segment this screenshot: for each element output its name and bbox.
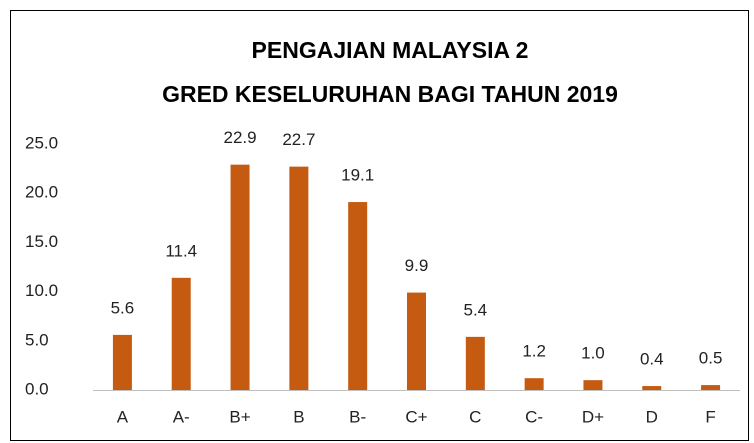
bar	[642, 386, 662, 390]
x-tick-label: A-	[173, 407, 190, 426]
x-tick-label: D	[646, 407, 658, 426]
x-tick-label: B-	[349, 407, 366, 426]
value-label: 0.5	[699, 349, 723, 368]
value-label: 22.9	[223, 128, 256, 147]
value-label: 0.4	[640, 350, 664, 369]
y-tick-label: 10.0	[25, 281, 58, 300]
y-tick-label: 15.0	[25, 232, 58, 251]
y-tick-label: 5.0	[25, 330, 49, 349]
x-tick-label: B	[293, 407, 304, 426]
x-tick-label: A	[117, 407, 129, 426]
bar	[112, 334, 132, 390]
value-label: 9.9	[405, 256, 429, 275]
value-label: 1.0	[581, 344, 605, 363]
bar	[465, 336, 485, 390]
bar	[583, 380, 603, 390]
y-tick-label: 0.0	[25, 379, 49, 398]
chart-title: PENGAJIAN MALAYSIA 2	[252, 37, 529, 63]
x-tick-label: D+	[582, 407, 604, 426]
value-label: 11.4	[165, 241, 197, 260]
bar	[348, 202, 368, 390]
bar	[289, 166, 309, 390]
chart-title: GRED KESELURUHAN BAGI TAHUN 2019	[162, 81, 618, 107]
y-tick-label: 25.0	[25, 133, 58, 152]
x-tick-label: C+	[405, 407, 427, 426]
bar	[524, 378, 544, 390]
x-tick-label: C-	[525, 407, 543, 426]
bar	[407, 292, 426, 390]
value-label: 5.6	[111, 298, 135, 317]
bar	[171, 277, 191, 390]
bar	[701, 385, 721, 390]
value-label: 19.1	[341, 166, 374, 185]
x-tick-label: F	[705, 407, 715, 426]
x-tick-label: B+	[229, 407, 250, 426]
value-label: 5.4	[463, 300, 487, 319]
y-tick-label: 20.0	[25, 183, 58, 202]
bar	[230, 164, 250, 390]
value-label: 1.2	[522, 342, 546, 361]
chart-border	[10, 10, 749, 441]
x-tick-label: C	[469, 407, 481, 426]
value-label: 22.7	[282, 130, 315, 149]
